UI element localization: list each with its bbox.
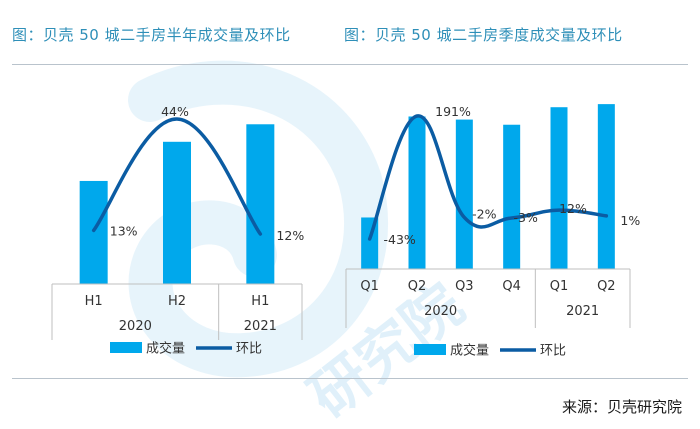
group-label-qtr-0: 2020 <box>424 304 457 319</box>
legend-line-label: 环比 <box>540 344 566 359</box>
line-qtr <box>367 114 609 241</box>
bar-half-2 <box>246 124 275 285</box>
group-label-qtr-1: 2021 <box>566 304 599 319</box>
category-label-qtr-2: Q3 <box>455 279 474 294</box>
group-label-half-0: 2020 <box>119 319 152 334</box>
chart-quarterly: -43% 191% -2% -3% 12% 1% 2020 2021 Q1 Q2 Q3 Q4 Q1 Q2 成… <box>345 104 640 359</box>
data-label-qtr-2: -2% <box>472 206 496 221</box>
source-note: 来源：贝壳研究院 <box>561 398 682 416</box>
group-label-half-1: 2021 <box>244 319 277 334</box>
data-label-qtr-5: 1% <box>620 213 640 228</box>
category-label-qtr-5: Q2 <box>597 279 616 294</box>
data-label-qtr-3: -3% <box>513 210 537 225</box>
bar-half-1 <box>163 141 191 284</box>
bar-qtr-5 <box>597 104 615 269</box>
data-label-qtr-4: 12% <box>559 201 587 216</box>
data-label-qtr-1: 191% <box>435 104 471 119</box>
line-half <box>91 117 263 236</box>
chart-title-quarterly: 图：贝壳 50 城二手房季度成交量及环比 <box>344 26 623 44</box>
category-label-half-0: H1 <box>85 294 103 309</box>
legend-bar-label: 成交量 <box>450 343 489 359</box>
legend-line-label: 环比 <box>236 342 262 357</box>
legend-bar-label: 成交量 <box>146 341 185 357</box>
category-label-half-1: H2 <box>168 294 186 309</box>
data-label-half-0: 13% <box>110 223 138 238</box>
legend-bar-swatch <box>414 344 446 355</box>
data-label-half-2: 12% <box>276 228 304 243</box>
category-label-qtr-1: Q2 <box>408 279 427 294</box>
legend-bar-swatch <box>110 342 142 353</box>
bar-qtr-3 <box>503 124 521 269</box>
chart-half-year: 13% 44% 12% 2020 2021 H1 H2 H1 成交量 环比 <box>51 104 304 357</box>
bar-half-0 <box>79 180 108 284</box>
category-label-qtr-0: Q1 <box>360 279 379 294</box>
bar-qtr-4 <box>550 107 568 270</box>
divider-bottom <box>12 378 688 379</box>
category-label-qtr-3: Q4 <box>502 279 521 294</box>
category-label-half-2: H1 <box>251 294 269 309</box>
data-label-half-1: 44% <box>161 104 189 119</box>
data-label-qtr-0: -43% <box>384 232 416 247</box>
category-label-qtr-4: Q1 <box>550 279 569 294</box>
divider-top <box>12 64 688 65</box>
bar-qtr-2 <box>455 119 473 269</box>
bar-qtr-1 <box>408 116 426 269</box>
chart-title-half-year: 图：贝壳 50 城二手房半年成交量及环比 <box>12 26 291 44</box>
